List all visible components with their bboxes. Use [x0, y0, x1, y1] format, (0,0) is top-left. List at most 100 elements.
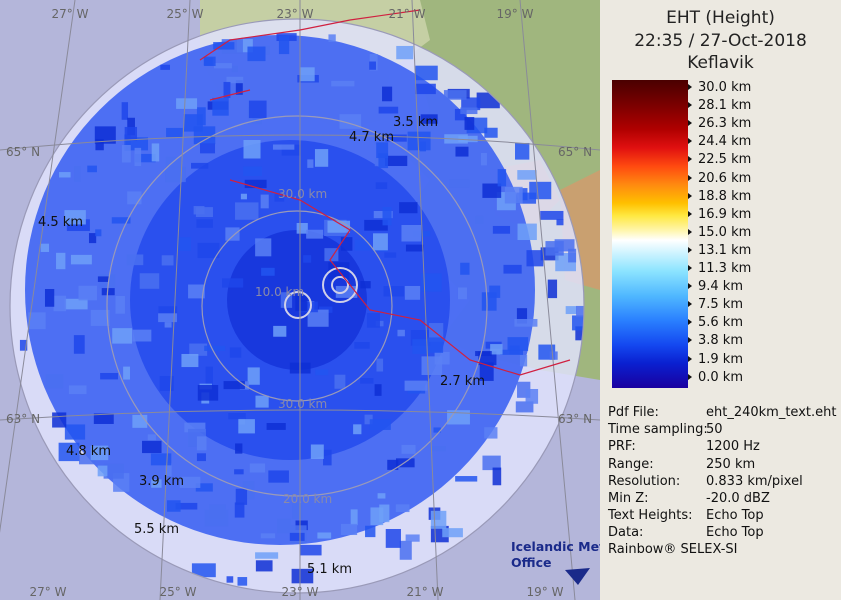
echo-cell [383, 286, 404, 297]
echo-cell [540, 210, 564, 220]
echo-cell [480, 153, 487, 166]
echo-cell [28, 312, 46, 330]
legend-label: 11.3 km [688, 261, 751, 276]
echo-cell [354, 239, 371, 251]
echo-cell [340, 523, 358, 536]
graticule-label: 23° W [282, 585, 319, 599]
echo-cell [223, 81, 231, 98]
echo-top-label: 3.9 km [139, 474, 184, 489]
echo-cell [515, 401, 534, 413]
graticule-label: 25° W [167, 7, 204, 21]
echo-cell [127, 117, 135, 136]
graticule-label: 27° W [30, 585, 67, 599]
echo-cell [490, 344, 503, 355]
echo-cell [399, 202, 418, 214]
echo-cell [151, 143, 160, 162]
graticule-label: 27° W [52, 7, 89, 21]
echo-cell [243, 139, 261, 159]
legend-label: 26.3 km [688, 116, 751, 131]
echo-cell [40, 243, 50, 252]
echo-cell [197, 384, 219, 401]
echo-cell [268, 470, 289, 483]
echo-cell [225, 227, 240, 241]
echo-cell [455, 476, 478, 482]
echo-cell [328, 34, 336, 42]
echo-cell [235, 80, 243, 95]
echo-cell [103, 463, 124, 479]
echo-cell [296, 222, 308, 234]
echo-cell [195, 483, 213, 492]
echo-cell [387, 459, 399, 470]
graticule-label: 63° N [6, 412, 40, 426]
echo-cell [93, 413, 114, 424]
info-value: 50 [706, 422, 723, 438]
echo-cell [428, 337, 444, 353]
echo-cell [489, 285, 501, 298]
echo-cell [200, 143, 216, 154]
echo-cell [378, 106, 399, 114]
echo-cell [132, 329, 152, 342]
echo-top-label: 5.5 km [134, 522, 179, 537]
ring-label: 30.0 km [278, 187, 327, 201]
echo-top-label: 4.5 km [38, 215, 83, 230]
graticule-label: 19° W [497, 7, 534, 21]
echo-cell [404, 285, 421, 300]
echo-cell [458, 135, 478, 143]
station-marks [284, 267, 358, 319]
echo-cell [307, 159, 314, 168]
echo-cell [191, 162, 209, 169]
echo-cell [249, 463, 266, 473]
echo-cell [448, 179, 470, 188]
title: EHT (Height) [666, 8, 775, 28]
echo-cell [197, 242, 220, 259]
echo-cell [295, 295, 308, 312]
echo-cell [519, 354, 528, 367]
info-panel: EHT (Height) 22:35 / 27-Oct-2018 Keflavi… [600, 0, 841, 600]
echo-cell [310, 444, 324, 459]
echo-cell [196, 107, 206, 126]
echo-cell [475, 351, 492, 357]
echo-cell [314, 149, 329, 167]
echo-cell [454, 108, 467, 121]
echo-cell [517, 170, 537, 180]
echo-cell [115, 295, 125, 314]
echo-cell [307, 309, 329, 327]
echo-cell [281, 144, 301, 156]
echo-cell [484, 127, 498, 138]
echo-cell [549, 351, 558, 360]
info-value: 250 km [706, 456, 756, 472]
echo-cell [369, 61, 376, 70]
echo-cell [360, 281, 371, 289]
echo-cell [179, 476, 201, 488]
echo-cell [492, 225, 511, 234]
legend-label: 5.6 km [688, 315, 743, 330]
echo-cell [101, 288, 115, 296]
echo-cell [151, 479, 162, 488]
range-rings [9, 18, 585, 594]
echo-cell [127, 191, 142, 205]
echo-cell [376, 358, 384, 372]
radar-map: 27° W 25° W 23° W 21° W 19° W 27° W 25° W 23° W… [0, 0, 600, 600]
echo-cell [234, 469, 244, 475]
legend-label: 1.9 km [688, 352, 743, 367]
echo-cell [503, 264, 522, 274]
footer: Rainbow® SELEX-SI [608, 542, 738, 557]
info-value: -20.0 dBZ [706, 491, 770, 506]
echo-cell [238, 419, 255, 434]
echo-cell [255, 552, 279, 559]
echo-cell [415, 83, 436, 95]
echo-cell [255, 395, 269, 408]
echo-cell [87, 165, 97, 173]
echo-cell [188, 284, 205, 299]
echo-cell [303, 255, 312, 263]
echo-cell [335, 285, 358, 298]
echo-cell [262, 45, 270, 55]
echo-cell [193, 206, 205, 215]
echo-cell [88, 233, 97, 244]
graticule-label: 65° N [6, 145, 40, 159]
ring-label: 30.0 km [278, 397, 327, 411]
info-key: Resolution: [608, 473, 681, 489]
echo-cell [237, 577, 248, 586]
echo-cell [354, 342, 370, 349]
echo-cell [484, 427, 498, 439]
